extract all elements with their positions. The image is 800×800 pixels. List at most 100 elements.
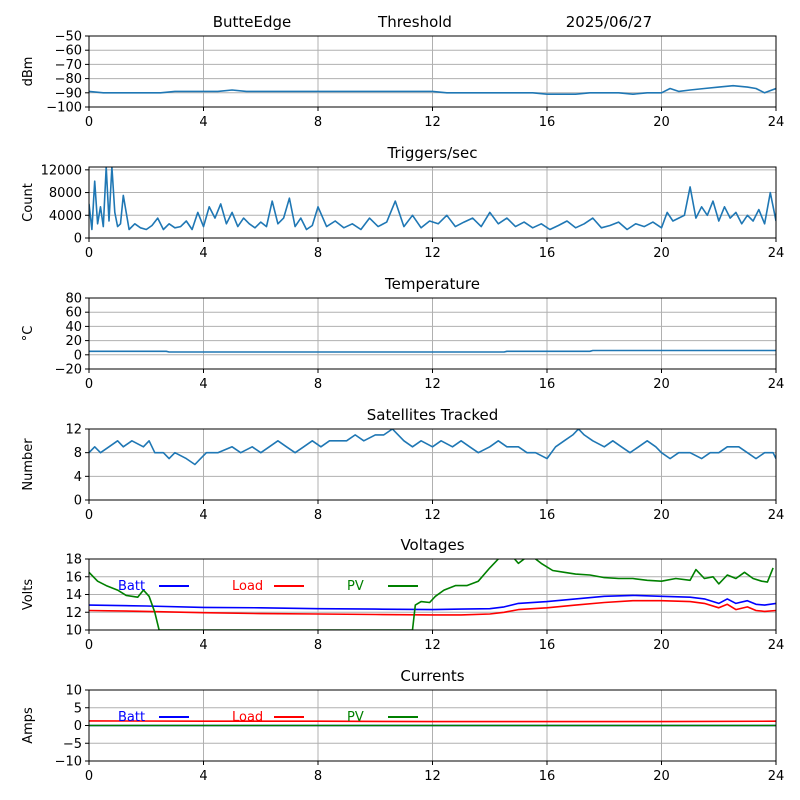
y-axis-label: Count [21,183,36,222]
y-axis-label: Volts [21,579,36,611]
y-tick-label: 0 [74,719,82,734]
legend-label-load: Load [232,579,263,594]
y-tick-label: −80 [55,72,82,87]
y-tick-label: −70 [55,58,82,73]
series-line-main [89,167,776,231]
panel-triggers: 0 4 8 12 16 20 24 0 4000 8000 12000 Triggers/sec Cou… [21,144,784,261]
x-tick-label: 0 [85,638,93,653]
series-line-main [89,429,776,466]
x-tick-label: 8 [314,769,322,784]
header-station: ButteEdge [213,13,292,31]
x-tick-label: 4 [199,508,207,523]
x-tick-label: 16 [539,377,556,392]
y-axis-label: °C [21,326,36,342]
y-tick-label: 10 [65,624,82,639]
x-tick-label: 4 [199,115,207,130]
header-mode: Threshold [377,13,452,31]
x-tick-label: 4 [199,377,207,392]
x-tick-label: 24 [768,377,785,392]
x-tick-label: 4 [199,246,207,261]
y-tick-label: 10 [65,684,82,699]
x-tick-label: 16 [539,246,556,261]
x-tick-label: 8 [314,377,322,392]
y-tick-label: 40 [65,320,82,335]
y-tick-label: −100 [46,101,82,116]
x-tick-label: 0 [85,769,93,784]
x-tick-label: 20 [653,246,670,261]
y-axis-label: Amps [21,707,36,744]
legend-label-batt: Batt [118,579,145,594]
x-tick-label: 20 [653,638,670,653]
panel-signal: 0 4 8 12 16 20 24 −100−90−80−70−60−50 dBm [21,30,784,131]
y-tick-label: 4 [74,470,82,485]
x-tick-label: 12 [424,377,441,392]
x-tick-label: 12 [424,115,441,130]
panel-satellites: 0 4 8 12 16 20 24 0 4 8 12 Satellites Tracked Number [21,406,784,523]
x-tick-label: 12 [424,246,441,261]
y-tick-label: 12 [65,606,82,621]
series-line-load [89,720,776,723]
x-tick-label: 0 [85,246,93,261]
y-tick-label: −50 [55,30,82,45]
x-tick-label: 4 [199,769,207,784]
y-tick-label: 16 [65,570,82,585]
y-tick-label: 5 [74,701,82,716]
y-tick-label: −5 [63,737,82,752]
legend-label-load: Load [232,710,263,725]
x-tick-label: 4 [199,638,207,653]
y-tick-label: 12000 [41,163,82,178]
y-tick-label: −20 [55,363,82,378]
x-tick-label: 12 [424,508,441,523]
x-tick-label: 8 [314,508,322,523]
y-axis-label: Number [21,438,36,491]
y-tick-label: 0 [74,494,82,509]
y-tick-label: 0 [74,348,82,363]
x-tick-label: 16 [539,115,556,130]
y-tick-label: −90 [55,86,82,101]
legend-label-pv: PV [347,579,364,594]
y-tick-label: −60 [55,44,82,59]
series-line-batt [89,594,776,611]
x-tick-label: 24 [768,508,785,523]
y-tick-label: 18 [65,553,82,568]
y-axis-label: dBm [21,57,36,87]
x-tick-label: 8 [314,246,322,261]
header-date: 2025/06/27 [566,13,652,31]
x-tick-label: 20 [653,508,670,523]
y-tick-label: −10 [55,755,82,770]
series-line-pv [89,559,774,630]
y-tick-label: 8000 [49,186,82,201]
x-tick-label: 16 [539,638,556,653]
x-tick-label: 16 [539,769,556,784]
x-tick-label: 24 [768,769,785,784]
y-tick-label: 12 [65,423,82,438]
panel-title: Voltages [400,536,464,554]
x-tick-label: 8 [314,115,322,130]
x-tick-label: 8 [314,638,322,653]
y-tick-label: 20 [65,334,82,349]
legend-label-batt: Batt [118,710,145,725]
y-tick-label: 4000 [49,209,82,224]
y-tick-label: 0 [74,232,82,247]
x-tick-label: 24 [768,638,785,653]
panel-title: Satellites Tracked [367,406,498,424]
x-tick-label: 0 [85,115,93,130]
x-tick-label: 20 [653,115,670,130]
x-tick-label: 20 [653,377,670,392]
y-tick-label: 80 [65,292,82,307]
panel-voltages: 0 4 8 12 16 20 24 10 12 14 16 18 Voltages Volts Batt Lo… [21,536,784,653]
y-tick-label: 60 [65,306,82,321]
series-line-main [89,84,776,95]
y-tick-label: 14 [65,588,82,603]
x-tick-label: 0 [85,508,93,523]
series-line-main [89,349,776,353]
panel-title: Temperature [384,275,480,293]
x-tick-label: 24 [768,115,785,130]
x-tick-label: 12 [424,638,441,653]
x-tick-label: 24 [768,246,785,261]
y-tick-label: 8 [74,446,82,461]
panel-title: Currents [400,667,464,685]
